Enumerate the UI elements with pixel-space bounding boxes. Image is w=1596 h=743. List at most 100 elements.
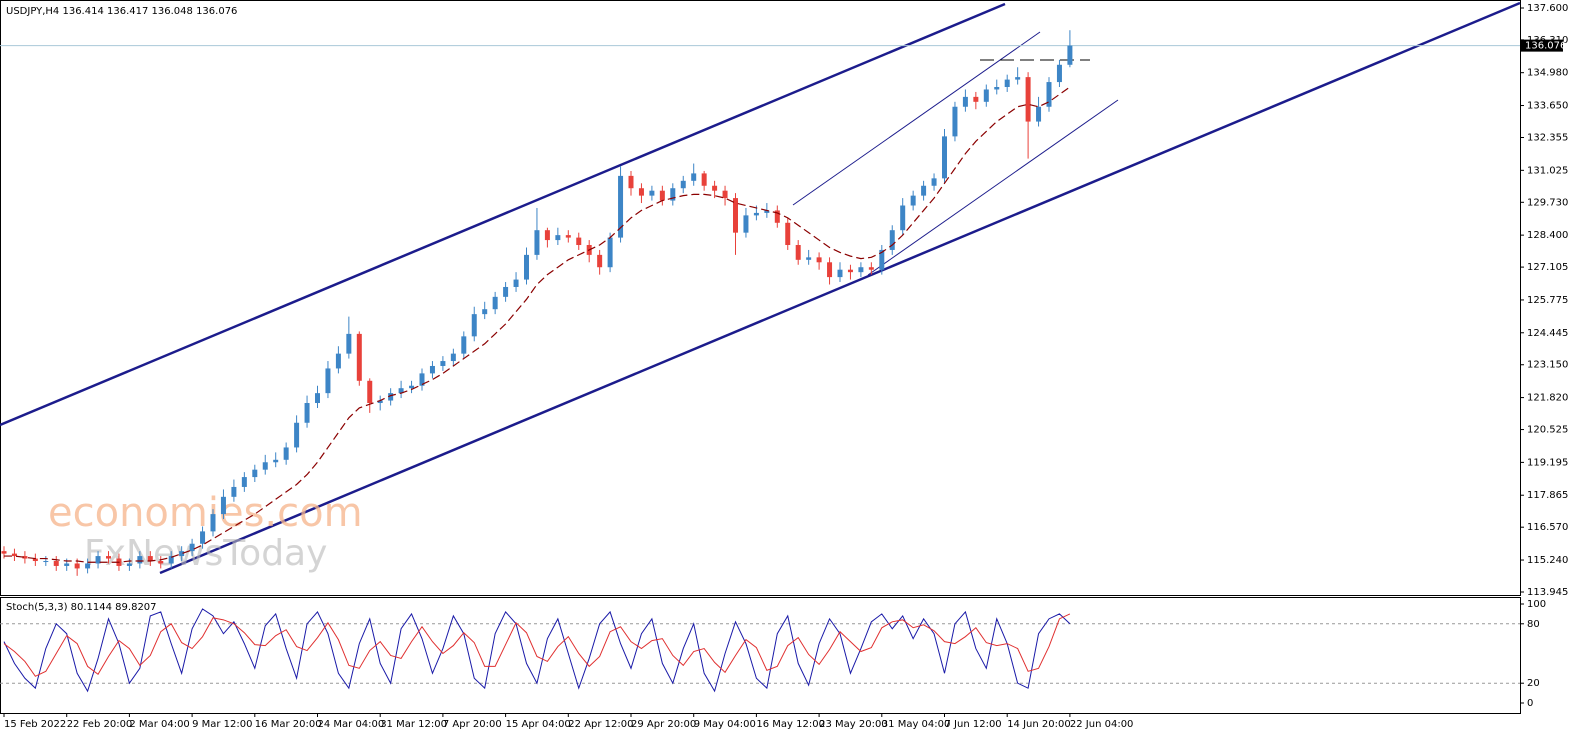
trend-lower: [867, 99, 1119, 276]
stoch-panel: [0, 597, 1521, 714]
watermark: economies.com: [48, 490, 363, 536]
y-tick-label: 113.945: [1527, 587, 1568, 598]
x-tick-label: 16 Mar 20:00: [255, 719, 322, 730]
y-tick-label: 129.730: [1527, 197, 1568, 208]
y-tick-label: 131.025: [1527, 165, 1568, 176]
candle-body: [816, 257, 822, 263]
x-tick-label: 22 Feb 20:00: [67, 719, 133, 730]
y-tick-label: 124.445: [1527, 328, 1568, 339]
candle-body: [879, 249, 885, 270]
candle-body: [294, 422, 300, 448]
candle-body: [544, 230, 550, 241]
y-tick-label: 132.355: [1527, 132, 1568, 143]
candle-body: [283, 447, 289, 460]
candle-body: [325, 368, 331, 394]
candle-body: [785, 222, 791, 246]
candle-body: [900, 205, 906, 231]
candle-body: [492, 296, 498, 310]
candle-body: [942, 136, 947, 179]
candle-body: [806, 257, 812, 260]
candle-body: [1046, 82, 1052, 107]
candle-body: [126, 563, 132, 566]
candle-body: [158, 561, 164, 564]
candle-body: [628, 175, 634, 189]
candle-body: [983, 89, 989, 102]
candle-body: [764, 210, 770, 213]
candle-body: [962, 96, 968, 107]
y-tick-label: 125.775: [1527, 295, 1568, 306]
candle-body: [1025, 77, 1031, 122]
y-tick-label: 119.195: [1527, 457, 1568, 468]
x-tick-label: 24 Mar 04:00: [318, 719, 385, 730]
candle-body: [576, 237, 582, 246]
candle-body: [910, 195, 916, 206]
candle-body: [419, 373, 425, 386]
y-tick-label: 123.150: [1527, 360, 1568, 371]
x-tick-label: 31 May 04:00: [882, 719, 951, 730]
y-tick-label: 116.570: [1527, 522, 1568, 533]
x-tick-label: 7 Jun 12:00: [945, 719, 1002, 730]
y-tick-label: 20: [1527, 678, 1540, 689]
y-tick-label: 128.400: [1527, 230, 1568, 241]
candle-body: [210, 514, 216, 532]
candle-body: [1015, 77, 1021, 80]
candle-body: [722, 190, 728, 199]
candle-body: [524, 254, 529, 280]
candle-body: [32, 558, 38, 562]
x-tick-label: 29 Apr 20:00: [631, 719, 696, 730]
x-tick-label: 15 Apr 04:00: [506, 719, 571, 730]
candle-body: [659, 190, 665, 201]
candle-body: [147, 556, 153, 562]
candle-body: [168, 556, 174, 564]
y-tick-label: 133.650: [1527, 101, 1568, 112]
candle-body: [356, 333, 362, 381]
candle-body: [1036, 106, 1042, 122]
candle-body: [712, 185, 718, 191]
candle-body: [868, 267, 874, 270]
candle-body: [22, 556, 28, 559]
stoch-line: [3, 613, 1071, 677]
candle-body: [106, 556, 111, 559]
candle-body: [53, 561, 59, 566]
x-tick-label: 16 May 12:00: [756, 719, 825, 730]
x-tick-label: 7 Apr 20:00: [443, 719, 502, 730]
candle-body: [607, 237, 613, 268]
moving-average: [4, 86, 1071, 563]
candle-body: [189, 543, 195, 552]
chart-title: USDJPY,H4 136.414 136.417 136.048 136.07…: [6, 6, 237, 17]
y-tick-label: 100: [1527, 599, 1546, 610]
candle-body: [43, 561, 49, 563]
stoch-line: [3, 608, 1071, 693]
candle-body: [440, 361, 446, 366]
candle-body: [670, 188, 676, 201]
candle-body: [847, 269, 853, 273]
candle-body: [973, 96, 979, 102]
candle-body: [555, 235, 561, 241]
candle-body: [618, 175, 624, 238]
x-tick-label: 2 Mar 04:00: [129, 719, 189, 730]
price-box: [1521, 39, 1563, 52]
candle-body: [231, 486, 237, 497]
indicator-title: Stoch(5,3,3) 80.1144 89.8207: [6, 602, 157, 613]
candle-body: [220, 496, 226, 515]
x-tick-label: 9 Mar 12:00: [192, 719, 252, 730]
x-tick-label: 15 Feb 2022: [4, 719, 66, 730]
candle-body: [1, 551, 7, 554]
candle-body: [1067, 45, 1073, 65]
x-tick-label: 9 May 04:00: [694, 719, 756, 730]
candle-body: [931, 178, 937, 186]
candle-body: [450, 353, 456, 362]
x-tick-label: 22 Apr 12:00: [568, 719, 633, 730]
candle-body: [252, 469, 258, 478]
candle-body: [85, 563, 91, 569]
candle-body: [795, 245, 801, 260]
candle-body: [64, 563, 70, 566]
candle-body: [503, 286, 509, 297]
channel-upper: [0, 2, 1006, 427]
candle-body: [921, 185, 927, 196]
candle-body: [200, 531, 206, 544]
price-label: 136.076: [1525, 41, 1566, 52]
candle-body: [1056, 64, 1062, 83]
y-tick-label: 134.980: [1527, 68, 1568, 79]
